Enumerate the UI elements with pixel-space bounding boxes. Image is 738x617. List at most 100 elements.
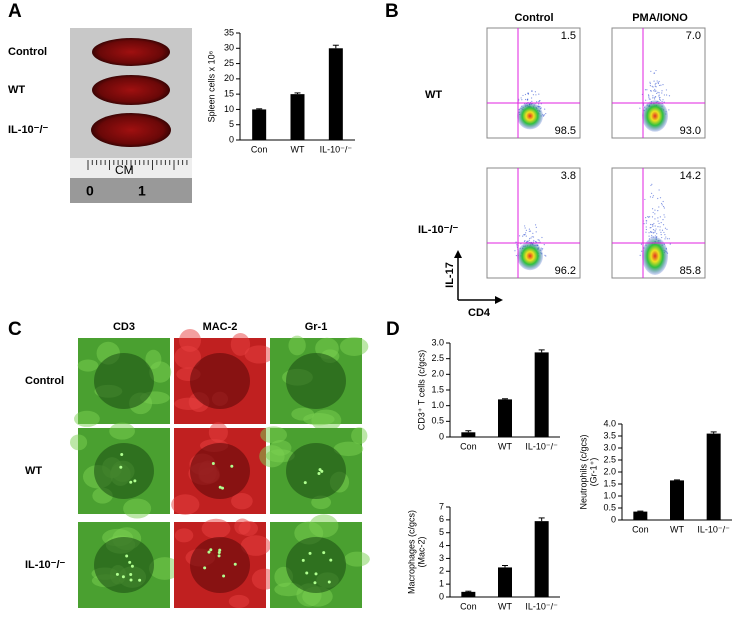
event bbox=[527, 92, 529, 94]
event bbox=[659, 98, 661, 100]
event bbox=[669, 243, 671, 245]
cell bbox=[222, 574, 226, 578]
event bbox=[535, 94, 537, 96]
cell bbox=[120, 452, 124, 456]
event bbox=[648, 96, 650, 98]
y-tick-label: 0.5 bbox=[431, 416, 444, 426]
cell bbox=[318, 468, 322, 472]
event bbox=[516, 244, 518, 246]
cell bbox=[121, 575, 125, 579]
event bbox=[518, 235, 521, 237]
event bbox=[651, 208, 654, 210]
event bbox=[654, 209, 656, 211]
event bbox=[524, 227, 526, 229]
event bbox=[659, 197, 662, 199]
y-tick-label: 2 bbox=[439, 566, 444, 576]
y-tick-label: 3.0 bbox=[431, 337, 444, 347]
event bbox=[639, 254, 641, 256]
event bbox=[652, 86, 654, 88]
event bbox=[657, 197, 659, 200]
row-label: WT bbox=[8, 84, 25, 96]
density bbox=[517, 102, 543, 130]
y-axis-label: Spleen cells x 10⁶ bbox=[206, 50, 216, 122]
event bbox=[652, 195, 655, 197]
x-tick-label: WT bbox=[291, 144, 305, 154]
event bbox=[657, 226, 659, 228]
event bbox=[650, 231, 652, 233]
y-tick-label: 25 bbox=[224, 58, 234, 68]
cell bbox=[322, 551, 326, 555]
tubule bbox=[109, 422, 135, 440]
event bbox=[645, 226, 647, 228]
y-tick-label: 5 bbox=[229, 119, 234, 129]
event bbox=[647, 216, 649, 218]
y-tick-label: 1.5 bbox=[603, 478, 616, 488]
y-tick-label: 1 bbox=[439, 579, 444, 589]
y-tick-label: 6 bbox=[439, 514, 444, 524]
bar bbox=[498, 567, 512, 597]
event bbox=[639, 107, 641, 109]
event bbox=[524, 98, 527, 101]
bar bbox=[534, 352, 549, 437]
event bbox=[668, 238, 670, 240]
y-tick-label: 2.0 bbox=[431, 369, 444, 379]
event bbox=[653, 90, 655, 92]
event bbox=[542, 115, 544, 117]
event bbox=[532, 232, 534, 234]
event bbox=[648, 95, 650, 97]
event bbox=[515, 254, 517, 257]
event bbox=[651, 231, 653, 233]
tubule bbox=[174, 397, 204, 410]
event bbox=[535, 226, 537, 228]
y-tick-label: 20 bbox=[224, 73, 234, 83]
event bbox=[655, 69, 657, 72]
event bbox=[655, 90, 657, 92]
y-tick-label: 0 bbox=[439, 431, 444, 441]
y-tick-label: 30 bbox=[224, 43, 234, 53]
event bbox=[647, 94, 650, 96]
column-label: PMA/IONO bbox=[632, 12, 688, 24]
event bbox=[655, 228, 657, 230]
glomerulus bbox=[94, 443, 154, 499]
event bbox=[658, 189, 660, 191]
event bbox=[528, 239, 530, 241]
row-label: IL-10⁻/⁻ bbox=[25, 559, 66, 571]
x-tick-label: WT bbox=[498, 601, 512, 611]
bar bbox=[461, 432, 476, 437]
tubule bbox=[77, 359, 99, 372]
event bbox=[526, 98, 529, 101]
event bbox=[660, 84, 662, 86]
glomerulus bbox=[94, 353, 154, 409]
event bbox=[653, 97, 655, 99]
event bbox=[645, 217, 647, 219]
cell bbox=[317, 471, 321, 475]
tubule bbox=[351, 427, 368, 445]
event bbox=[658, 94, 660, 96]
cell bbox=[217, 550, 221, 554]
cell bbox=[128, 560, 132, 564]
tubule bbox=[234, 518, 251, 535]
event bbox=[540, 107, 542, 109]
event bbox=[652, 95, 654, 97]
row-label: Control bbox=[8, 46, 47, 58]
panel-label: D bbox=[386, 319, 400, 340]
event bbox=[659, 229, 661, 231]
quadrant-value: 96.2 bbox=[555, 265, 576, 277]
cell bbox=[308, 551, 312, 555]
column-label: MAC-2 bbox=[203, 321, 238, 333]
event bbox=[641, 250, 643, 252]
y-tick-label: 4.0 bbox=[603, 418, 616, 428]
quadrant-value: 98.5 bbox=[555, 125, 576, 137]
event bbox=[652, 97, 654, 99]
spleen bbox=[92, 38, 170, 66]
event bbox=[524, 93, 527, 96]
event bbox=[531, 100, 533, 102]
cell bbox=[305, 571, 309, 575]
cell bbox=[221, 486, 225, 490]
event bbox=[662, 99, 664, 101]
quadrant-value: 7.0 bbox=[686, 30, 701, 42]
event bbox=[538, 93, 540, 95]
event bbox=[533, 239, 535, 242]
y-tick-label: 35 bbox=[224, 27, 234, 37]
y-tick-label: 3.0 bbox=[603, 442, 616, 452]
